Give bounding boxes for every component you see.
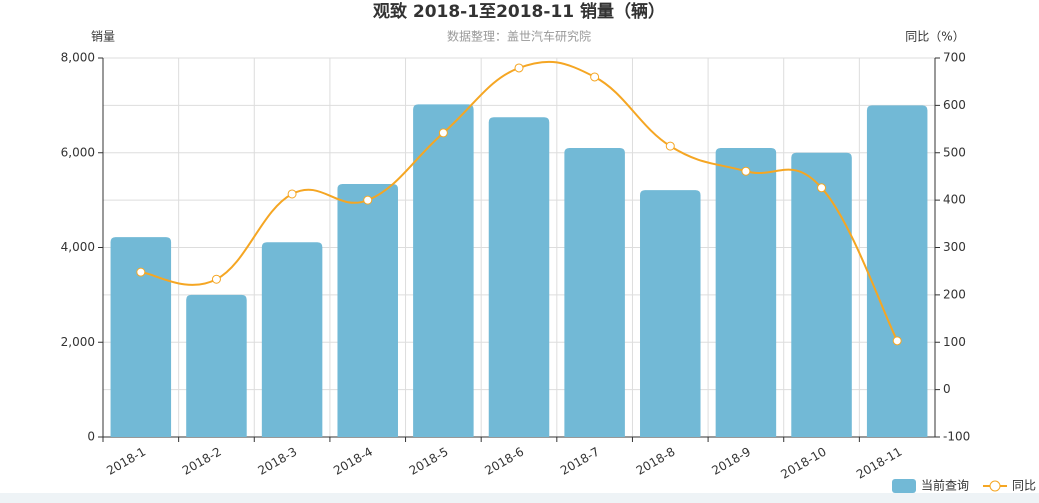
bar: [186, 294, 247, 437]
bar: [110, 237, 172, 437]
y-tick-label: 2,000: [61, 335, 95, 349]
line-point: [665, 141, 675, 151]
line-point: [892, 336, 902, 346]
line-point: [590, 72, 600, 82]
legend-swatch: [989, 480, 1001, 492]
y2-tick-label: 500: [943, 145, 966, 159]
line-point: [287, 189, 297, 199]
y-tick-label: 0: [87, 430, 95, 444]
y2-tick-label: 200: [943, 287, 966, 301]
bar: [640, 190, 701, 437]
bar: [488, 117, 550, 437]
bar: [715, 148, 777, 437]
line-point: [211, 274, 221, 284]
y2-tick-label: 0: [943, 382, 951, 396]
x-tick-label: 2018-10: [778, 445, 828, 482]
y-tick-label: 4,000: [61, 240, 95, 254]
legend-swatch: [892, 479, 916, 493]
x-tick-label: 2018-9: [709, 445, 753, 478]
x-tick-label: 2018-6: [482, 445, 526, 478]
footer-strip: [0, 493, 1039, 503]
x-tick-label: 2018-1: [104, 445, 148, 478]
line-point: [136, 267, 146, 277]
x-tick-label: 2018-4: [331, 445, 375, 478]
y2-tick-label: 700: [943, 51, 966, 65]
y2-tick-label: 600: [943, 98, 966, 112]
y2-tick-label: -100: [943, 430, 970, 444]
bar: [564, 148, 625, 437]
line-point: [741, 166, 751, 176]
x-tick-label: 2018-7: [558, 445, 602, 478]
x-tick-label: 2018-3: [256, 445, 300, 478]
y-tick-label: 6,000: [61, 145, 95, 159]
y2-tick-label: 400: [943, 193, 966, 207]
bar: [866, 105, 928, 437]
chart-subtitle: 数据整理：盖世汽车研究院: [447, 29, 591, 44]
y-tick-label: 8,000: [61, 51, 95, 65]
line-point: [514, 63, 524, 73]
bar: [791, 152, 852, 437]
bar: [261, 242, 323, 437]
line-point: [817, 183, 827, 193]
legend-label: 同比: [1012, 479, 1036, 493]
bar: [337, 184, 398, 437]
bar: [413, 104, 474, 438]
legend-label: 当前查询: [921, 478, 969, 493]
x-tick-label: 2018-8: [634, 445, 678, 478]
x-tick-label: 2018-11: [854, 445, 904, 482]
x-tick-label: 2018-5: [407, 445, 451, 478]
y2-tick-label: 100: [943, 335, 966, 349]
line-point: [363, 195, 373, 205]
y2-axis-title: 同比（%）: [905, 30, 964, 44]
x-tick-label: 2018-2: [180, 445, 224, 478]
line-point: [438, 128, 448, 138]
chart-title: 观致 2018-1至2018-11 销量（辆）: [372, 1, 665, 22]
y2-tick-label: 300: [943, 240, 966, 254]
y-axis-title: 销量: [91, 30, 115, 44]
